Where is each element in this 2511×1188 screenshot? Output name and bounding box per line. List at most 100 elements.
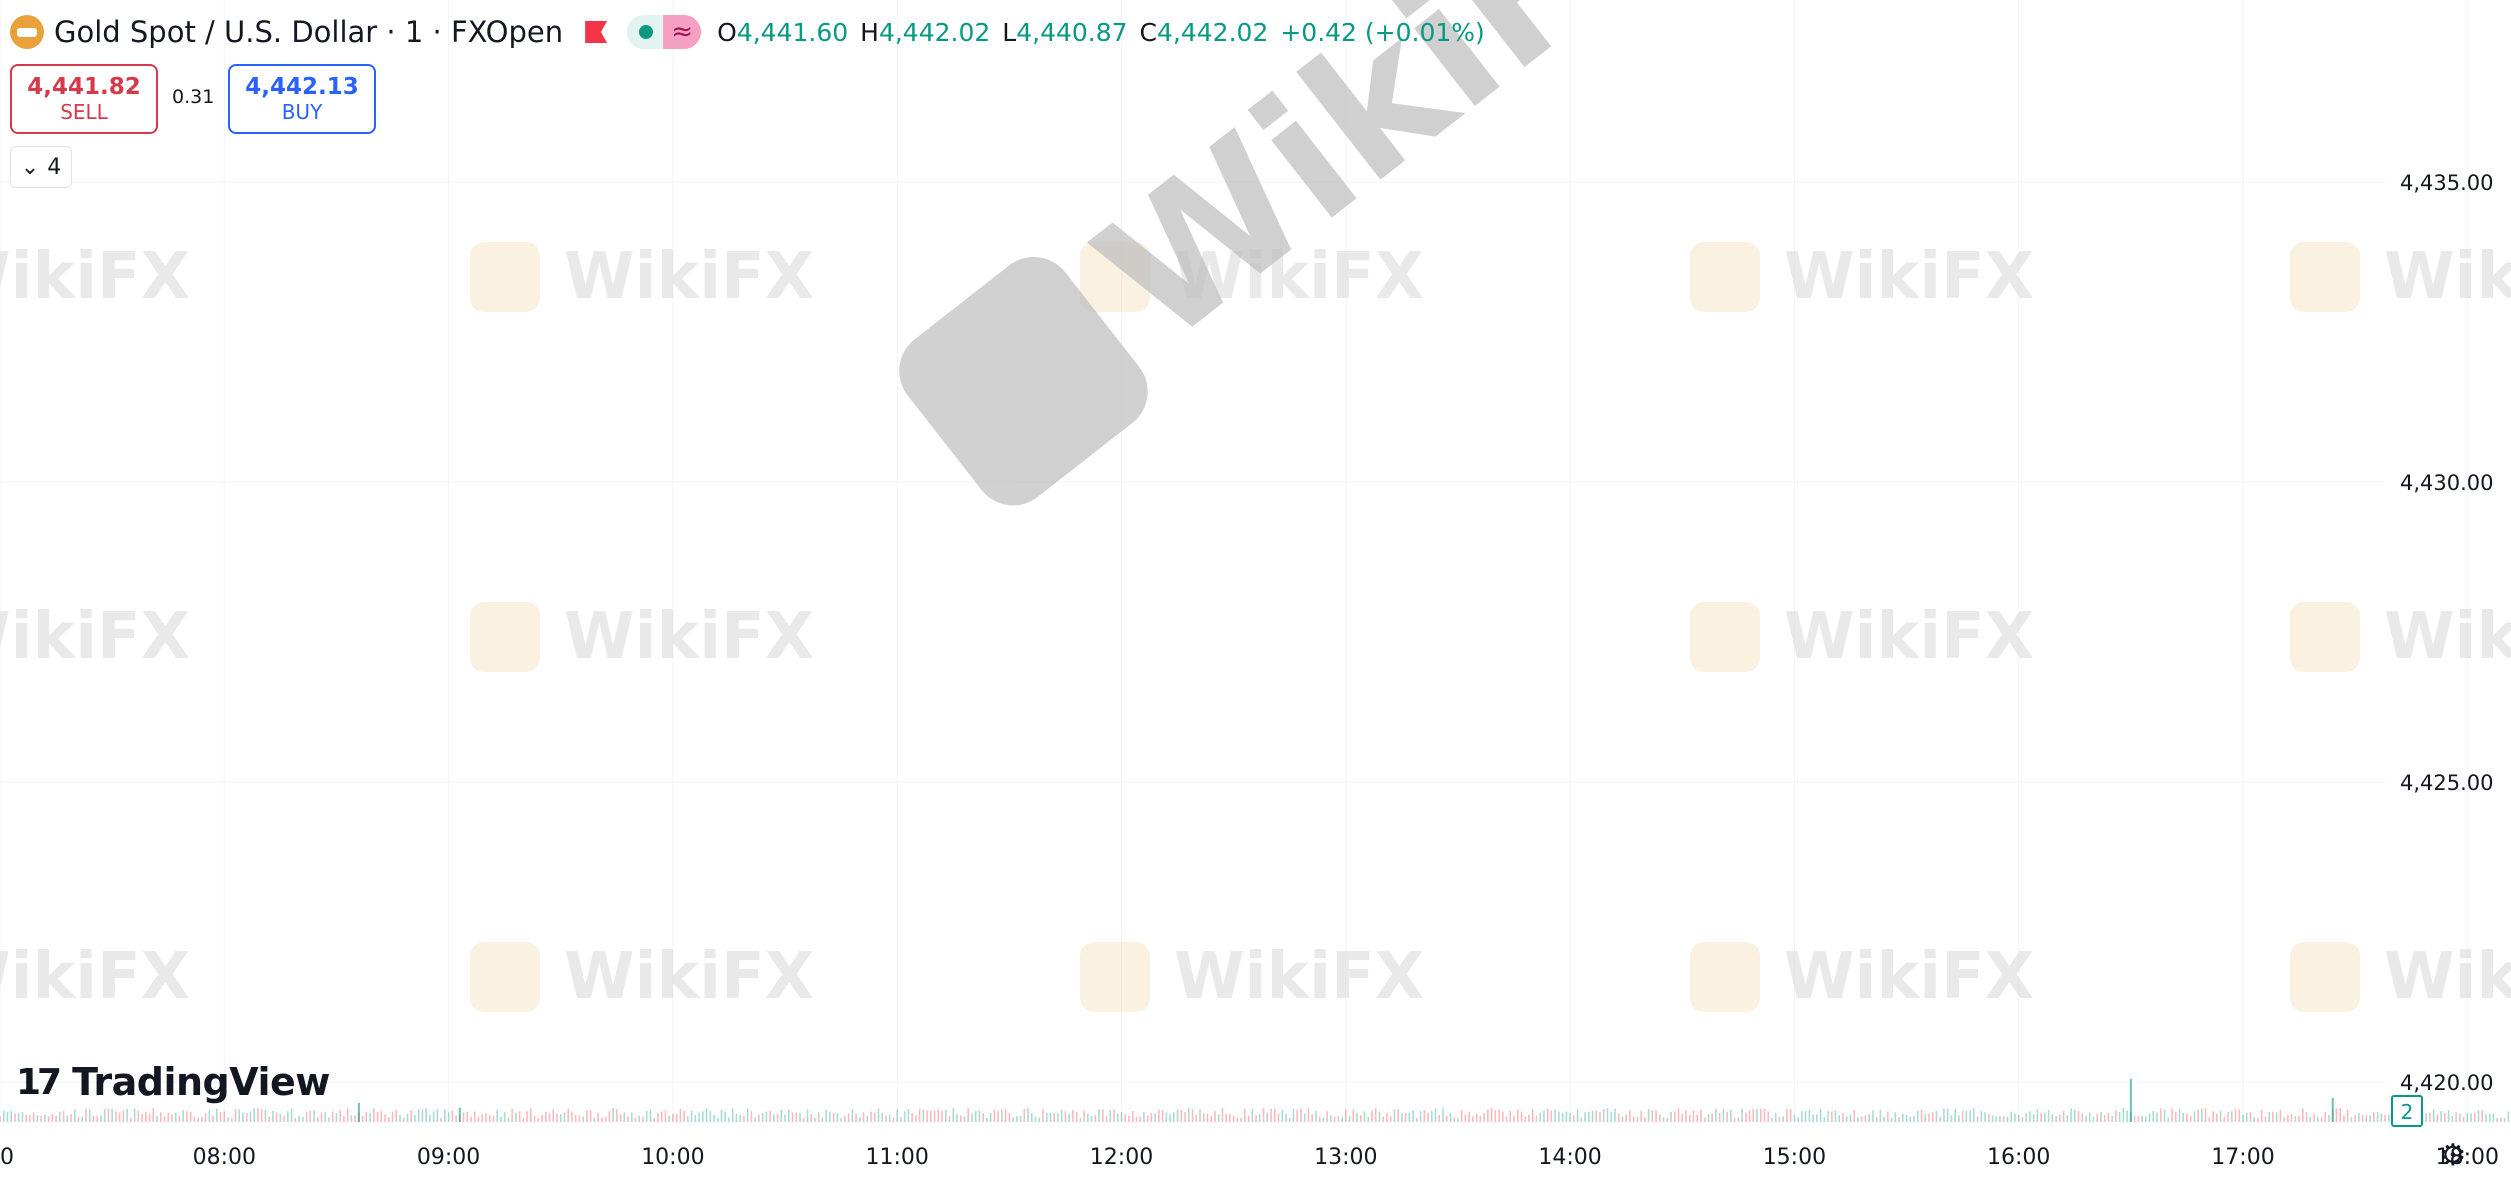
volume-bar	[227, 1117, 229, 1122]
volume-bar	[59, 1111, 61, 1122]
volume-bar	[530, 1108, 532, 1122]
volume-bar	[903, 1111, 906, 1122]
volume-bar	[548, 1113, 551, 1122]
volume-bar	[1969, 1110, 1971, 1122]
gear-icon[interactable]: ⚙	[2439, 1138, 2467, 1173]
status-pill[interactable]: ≈	[627, 15, 702, 49]
volume-bar	[1049, 1113, 1052, 1122]
volume-bar	[365, 1111, 368, 1122]
volume-bar	[1210, 1115, 1213, 1122]
volume-bar	[73, 1109, 76, 1122]
volume-bar	[2283, 1117, 2285, 1122]
volume-bar	[485, 1113, 487, 1122]
x-tick-label: 12:00	[1090, 1145, 1153, 1170]
volume-bar	[1303, 1113, 1306, 1122]
volume-bar	[2384, 1114, 2386, 1122]
volume-bar	[1509, 1110, 1512, 1122]
volume-bar	[2230, 1111, 2233, 1122]
volume-bar	[761, 1112, 764, 1122]
volume-bar	[1662, 1117, 1665, 1122]
volume-bar	[586, 1110, 588, 1122]
volume-bar	[1412, 1110, 1414, 1122]
volume-bar	[2294, 1116, 2297, 1122]
volume-bar	[2096, 1113, 2099, 1122]
volume-bar	[1352, 1109, 1355, 1122]
sell-button[interactable]: 4,441.82 SELL	[10, 64, 158, 134]
volume-bar	[2346, 1109, 2349, 1122]
volume-bar	[2473, 1112, 2476, 1122]
volume-bar	[1206, 1113, 1209, 1122]
price-axis[interactable]: 4,420.004,425.004,430.004,435.004,440.00…	[2388, 0, 2506, 1127]
volume-bar	[556, 1113, 558, 1122]
volume-bar	[1255, 1115, 1257, 1122]
volume-bar	[773, 1114, 775, 1122]
volume-bar	[817, 1112, 820, 1122]
volume-bar	[892, 1117, 895, 1122]
volume-bar	[380, 1110, 383, 1122]
volume-bar	[1180, 1109, 1183, 1122]
volume-bar	[907, 1109, 910, 1122]
volume-bar	[1793, 1114, 1796, 1122]
time-axis[interactable]: 00 08:00 09:00 10:00 11:00 12:00 13:00 14:00 15:…	[0, 1145, 2511, 1170]
volume-bar	[571, 1111, 573, 1122]
volume-bar	[563, 1112, 566, 1122]
volume-bar	[1860, 1116, 1863, 1122]
volume-bar	[1087, 1113, 1089, 1122]
volume-bar	[1019, 1115, 1022, 1122]
volume-bar	[731, 1108, 734, 1122]
y-tick-label: 4,425.00	[2400, 771, 2494, 795]
volume-bar	[1715, 1108, 1717, 1122]
volume-bar	[544, 1111, 547, 1122]
volume-bar	[2103, 1115, 2106, 1122]
volume-bar	[1812, 1114, 1814, 1122]
volume-bar	[2032, 1113, 2035, 1122]
volume-bar	[642, 1116, 644, 1122]
volume-bar	[1479, 1116, 1482, 1122]
volume-bar	[1535, 1115, 1538, 1122]
volume-bar	[357, 1102, 360, 1122]
volume-bar	[17, 1112, 20, 1122]
sell-label: SELL	[60, 100, 108, 124]
volume-bar	[653, 1117, 656, 1122]
volume-bar	[223, 1111, 226, 1122]
volume-bar	[1296, 1109, 1299, 1122]
volume-bar	[1468, 1111, 1470, 1122]
volume-bar	[787, 1109, 790, 1122]
spread-value: 0.31	[172, 86, 215, 108]
volume-bar	[866, 1115, 869, 1122]
x-tick-label: 09:00	[417, 1145, 480, 1170]
volume-bar	[1991, 1115, 1994, 1122]
volume-bar	[657, 1112, 659, 1122]
volume-bar	[354, 1115, 356, 1122]
volume-bar	[2167, 1117, 2170, 1122]
volume-bar	[1999, 1115, 2001, 1122]
volume-bar	[290, 1108, 293, 1122]
volume-bar	[1079, 1117, 1082, 1122]
volume-bar	[144, 1111, 147, 1122]
x-tick-label: 00	[0, 1145, 14, 1170]
volume-bar	[283, 1115, 285, 1122]
chevron-down-icon: ⌄	[20, 154, 40, 180]
flag-icon[interactable]	[585, 21, 608, 43]
volume-bar	[645, 1110, 648, 1122]
volume-bar	[473, 1111, 476, 1122]
volume-bar	[387, 1117, 390, 1122]
volume-bar	[2387, 1114, 2390, 1122]
tradingview-logo[interactable]: 17 TradingView	[16, 1060, 330, 1104]
volume-bar	[2129, 1078, 2132, 1122]
symbol-title[interactable]: Gold Spot / U.S. Dollar · 1 · FXOpen	[54, 15, 564, 49]
volume-bar	[1229, 1113, 1231, 1122]
volume-bar	[1543, 1110, 1545, 1122]
volume-bar	[2279, 1109, 2282, 1122]
watermark: WikiFX	[0, 600, 191, 674]
volume-bar	[1472, 1116, 1474, 1122]
buy-button[interactable]: 4,442.13 BUY	[228, 64, 376, 134]
indicators-collapse-button[interactable]: ⌄ 4	[10, 146, 72, 188]
volume-bar	[1520, 1111, 1523, 1122]
volume-bar	[70, 1114, 72, 1122]
volume-bar	[2361, 1115, 2364, 1122]
volume-bar	[1259, 1113, 1261, 1122]
volume-bar	[1726, 1111, 1728, 1122]
